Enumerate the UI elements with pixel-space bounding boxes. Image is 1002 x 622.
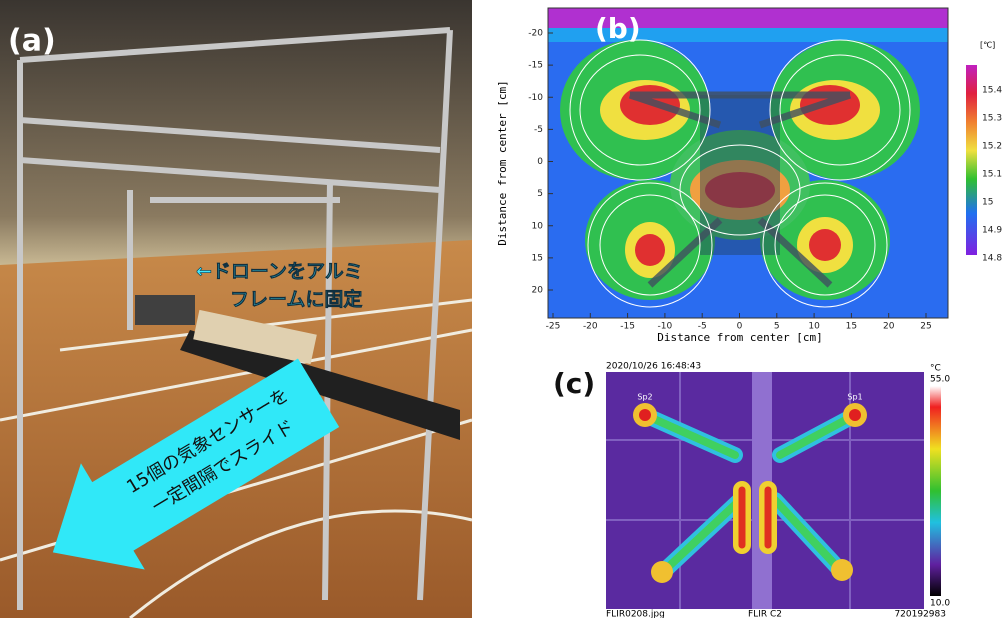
x-tick-label: -20 bbox=[583, 322, 598, 332]
colorbar-tick-label: 14.9 bbox=[982, 226, 1002, 236]
colorbar-min: 10.0 bbox=[930, 599, 950, 609]
x-tick-label: 5 bbox=[774, 322, 780, 332]
colorbar-tick-label: 15.2 bbox=[982, 142, 1002, 152]
y-tick-label: -20 bbox=[528, 29, 543, 39]
colorbar-tick-label: 15.3 bbox=[982, 114, 1002, 124]
y-tick-label: -15 bbox=[528, 61, 543, 71]
colorbar-tick-label: 15.4 bbox=[982, 86, 1002, 96]
panel-label: (b) bbox=[595, 12, 641, 45]
serial-number: 720192983 bbox=[894, 610, 946, 619]
figure: (a) ←ドローンをアルミ フレームに固定 15個の気象センサーを 一定間隔でス… bbox=[0, 0, 1002, 618]
y-tick-label: 10 bbox=[532, 221, 544, 231]
colorbar bbox=[930, 386, 941, 596]
colorbar-tick-label: 14.8 bbox=[982, 254, 1002, 264]
colorbar-tick-label: 15.1 bbox=[982, 170, 1002, 180]
x-tick-label: 0 bbox=[737, 322, 743, 332]
y-axis-title: Distance from center [cm] bbox=[496, 80, 509, 246]
drone bbox=[135, 295, 195, 325]
colorbar-max: 55.0 bbox=[930, 375, 950, 385]
timestamp: 2020/10/26 16:48:43 bbox=[606, 362, 701, 372]
y-tick-label: 0 bbox=[537, 157, 543, 167]
x-tick-label: -25 bbox=[546, 322, 561, 332]
file-name: FLIR0208.jpg bbox=[606, 610, 665, 619]
spot-label: Sp1 bbox=[847, 393, 862, 402]
x-tick-label: 10 bbox=[808, 322, 820, 332]
y-tick-label: 5 bbox=[537, 189, 543, 199]
y-tick-label: 20 bbox=[532, 286, 544, 296]
callout-text: フレームに固定 bbox=[230, 288, 362, 311]
x-tick-label: 15 bbox=[846, 322, 857, 332]
thermal-image bbox=[606, 372, 924, 609]
colorbar bbox=[966, 65, 977, 255]
x-tick-label: -15 bbox=[620, 322, 635, 332]
contour-map bbox=[548, 8, 948, 318]
x-tick-label: -5 bbox=[698, 322, 707, 332]
panel-label: (c) bbox=[553, 367, 595, 400]
x-axis-title: Distance from center [cm] bbox=[657, 331, 823, 344]
colorbar-unit: °C bbox=[930, 364, 941, 374]
spot-label: Sp2 bbox=[637, 393, 652, 402]
x-tick-label: -10 bbox=[658, 322, 673, 332]
y-tick-label: -5 bbox=[534, 125, 543, 135]
x-tick-label: 20 bbox=[883, 322, 895, 332]
colorbar-tick-label: 15 bbox=[982, 198, 993, 208]
callout-text: ←ドローンをアルミ bbox=[196, 261, 363, 283]
panel-label: (a) bbox=[8, 24, 56, 59]
x-tick-label: 25 bbox=[920, 322, 931, 332]
colorbar-unit: [℃] bbox=[980, 41, 995, 50]
y-tick-label: -10 bbox=[528, 93, 543, 103]
camera-model: FLIR C2 bbox=[748, 610, 782, 619]
y-tick-label: 15 bbox=[532, 253, 543, 263]
